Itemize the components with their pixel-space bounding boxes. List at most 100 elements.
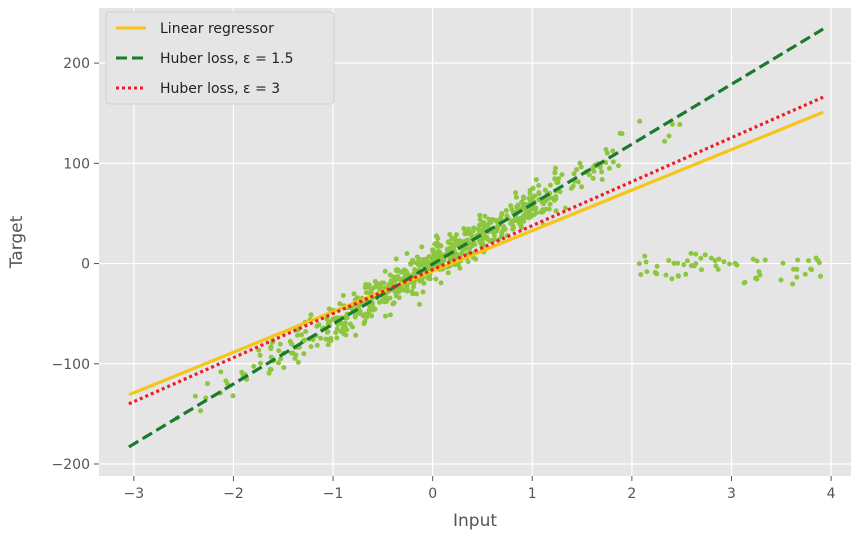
x-tick-label: 1 xyxy=(528,486,537,502)
data-point xyxy=(568,185,574,191)
line-huber-3 xyxy=(128,95,824,406)
data-point xyxy=(539,199,545,205)
outlier-point xyxy=(654,271,660,277)
data-point xyxy=(574,167,580,173)
outlier-point xyxy=(663,272,669,278)
data-point xyxy=(301,351,307,357)
x-tick-label: 2 xyxy=(627,486,636,502)
data-point xyxy=(486,216,492,222)
data-point xyxy=(533,177,539,183)
axis-ticks: −3 −2 −1 0 1 2 3 4 −200 −100 0 100 200 xyxy=(52,56,836,502)
data-point xyxy=(393,293,399,299)
data-point xyxy=(590,175,596,181)
data-point xyxy=(495,220,501,226)
data-point xyxy=(363,290,369,296)
data-point xyxy=(491,237,497,242)
y-tick-label: 200 xyxy=(63,56,90,72)
data-point xyxy=(371,305,377,311)
data-point xyxy=(340,293,346,298)
data-point xyxy=(552,165,558,171)
data-point xyxy=(482,213,488,219)
outlier-point xyxy=(688,263,694,269)
data-point xyxy=(341,331,347,337)
data-point xyxy=(295,359,301,365)
data-point xyxy=(637,118,643,124)
data-point xyxy=(606,165,612,171)
data-point xyxy=(513,190,518,196)
data-point xyxy=(276,348,282,354)
outlier-point xyxy=(683,271,689,277)
data-point xyxy=(432,241,438,247)
data-point xyxy=(510,225,516,231)
data-point xyxy=(513,194,519,200)
data-point xyxy=(536,191,542,197)
data-point xyxy=(438,280,444,286)
data-point xyxy=(391,274,397,280)
data-point xyxy=(477,217,483,223)
data-point xyxy=(251,363,257,369)
data-point xyxy=(411,284,416,290)
data-point xyxy=(344,315,350,321)
data-point xyxy=(575,179,581,185)
outlier-point xyxy=(685,258,690,264)
data-point xyxy=(418,262,424,268)
data-point xyxy=(437,242,443,248)
x-tick-label: 0 xyxy=(428,486,437,502)
data-point xyxy=(292,355,298,361)
outlier-point xyxy=(699,267,704,273)
data-point xyxy=(413,291,419,297)
data-point xyxy=(393,267,399,273)
data-point xyxy=(518,223,524,229)
outlier-point xyxy=(795,257,801,263)
data-point xyxy=(577,160,583,166)
outlier-point xyxy=(750,256,756,262)
outlier-point xyxy=(732,260,738,266)
data-point xyxy=(473,256,479,262)
data-point xyxy=(503,208,509,213)
data-point xyxy=(303,329,309,334)
legend: Linear regressor Huber loss, ε = 1.5 Hub… xyxy=(105,11,335,105)
outlier-point xyxy=(643,259,649,265)
data-point xyxy=(519,199,525,205)
data-point xyxy=(604,150,610,156)
outlier-point xyxy=(802,271,808,277)
outlier-point xyxy=(636,261,642,267)
y-axis-label: Target xyxy=(7,215,27,269)
data-point xyxy=(366,308,372,313)
data-point xyxy=(536,183,542,188)
data-point xyxy=(552,176,558,182)
data-point xyxy=(314,342,320,348)
data-point xyxy=(268,367,274,372)
data-point xyxy=(599,169,605,175)
outlier-point xyxy=(712,258,718,264)
data-point xyxy=(547,201,553,207)
data-point xyxy=(409,260,415,265)
data-point xyxy=(533,205,539,211)
y-tick-label: 0 xyxy=(81,257,90,273)
outlier-point xyxy=(713,263,719,269)
x-tick-label: −2 xyxy=(223,486,244,502)
data-point xyxy=(616,163,621,169)
data-point xyxy=(364,314,370,320)
x-tick-label: −1 xyxy=(323,486,344,502)
data-point xyxy=(532,193,538,199)
data-point xyxy=(461,226,467,231)
data-point xyxy=(491,232,497,238)
data-point xyxy=(417,301,422,307)
data-point xyxy=(391,280,396,286)
data-point xyxy=(276,360,281,366)
data-point xyxy=(556,176,562,182)
data-point xyxy=(445,270,451,276)
data-point xyxy=(610,148,616,154)
outlier-point xyxy=(727,261,732,267)
data-point xyxy=(435,235,441,241)
outlier-point xyxy=(644,269,650,275)
x-tick-label: 4 xyxy=(827,486,836,502)
data-point xyxy=(375,282,381,288)
data-point xyxy=(308,312,314,318)
data-point xyxy=(511,218,517,224)
outlier-point xyxy=(754,276,760,282)
data-point xyxy=(440,258,446,264)
data-point xyxy=(324,329,330,335)
